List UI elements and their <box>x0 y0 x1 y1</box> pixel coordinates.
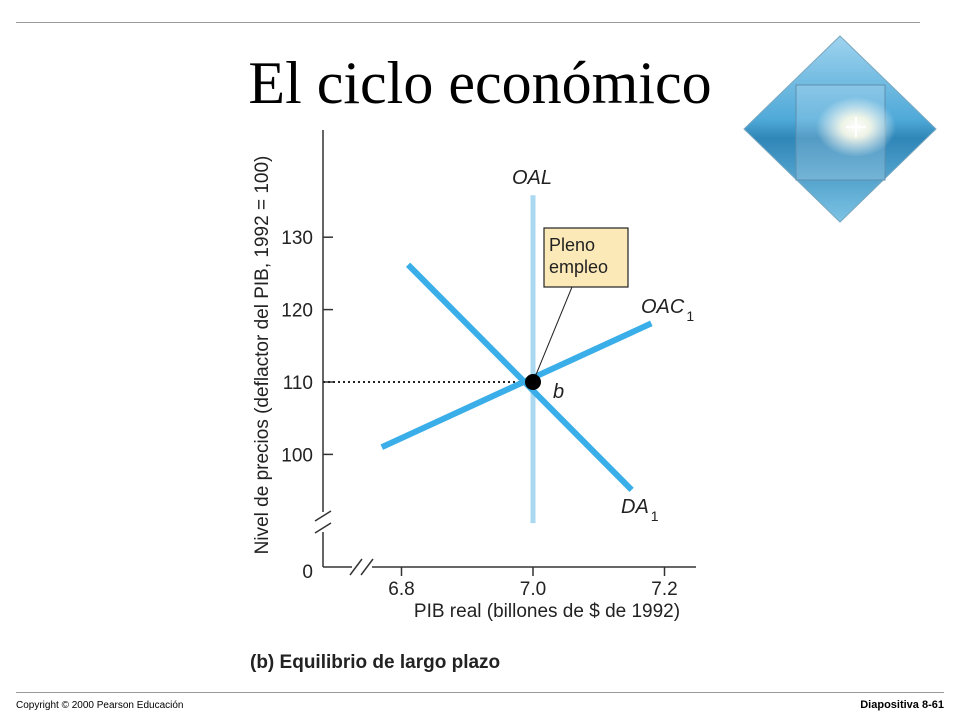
x-tick-label-0: 6.8 <box>388 579 414 600</box>
y-tick-label-4: 130 <box>281 228 313 249</box>
callout-line-0: Pleno <box>549 235 595 255</box>
series-label-da1: DA 1 <box>621 496 659 524</box>
x-tick-label-2: 7.2 <box>651 579 677 600</box>
callout-box <box>543 227 629 288</box>
top-rule <box>16 22 920 23</box>
x-tick-label-1: 7.0 <box>520 579 546 600</box>
slide-number: Diapositiva 8-61 <box>860 699 944 711</box>
y-tick-label-2: 110 <box>283 373 313 394</box>
equilibrium-label: b <box>553 381 564 403</box>
equilibrium-point <box>525 374 541 390</box>
series-label-sub-oac1: 1 <box>686 308 694 324</box>
series-label-main-oal: OAL <box>512 167 552 189</box>
series-line-da1 <box>405 262 634 492</box>
y-tick-label-0: 0 <box>302 562 313 583</box>
x-axis-title: PIB real (billones de $ de 1992) <box>414 601 680 622</box>
series-label-main-da1: DA <box>621 496 649 518</box>
series-label-sub-da1: 1 <box>651 508 659 524</box>
x-axis-break <box>349 558 374 576</box>
y-tick-label-3: 120 <box>281 301 313 322</box>
y-axis-break <box>314 510 332 534</box>
chart-caption: (b) Equilibrio de largo plazo <box>250 652 500 673</box>
ocean-sunburst-diamond-logo-icon <box>743 35 937 223</box>
series-label-oal: OAL <box>512 167 552 189</box>
y-axis-title: Nivel de precios (deflactor del PIB, 199… <box>252 156 273 555</box>
copyright-text: Copyright © 2000 Pearson Educación <box>16 700 184 711</box>
callout-line-1: empleo <box>549 257 608 277</box>
callout-pointer-line <box>532 286 573 383</box>
axes <box>314 130 696 576</box>
series-line-oac1 <box>380 320 653 450</box>
series-label-oac1: OAC 1 <box>641 296 694 324</box>
bottom-rule <box>16 692 944 693</box>
series-label-main-oac1: OAC <box>641 296 685 318</box>
y-tick-label-1: 100 <box>281 445 313 466</box>
slide-title: El ciclo económico <box>248 50 712 116</box>
